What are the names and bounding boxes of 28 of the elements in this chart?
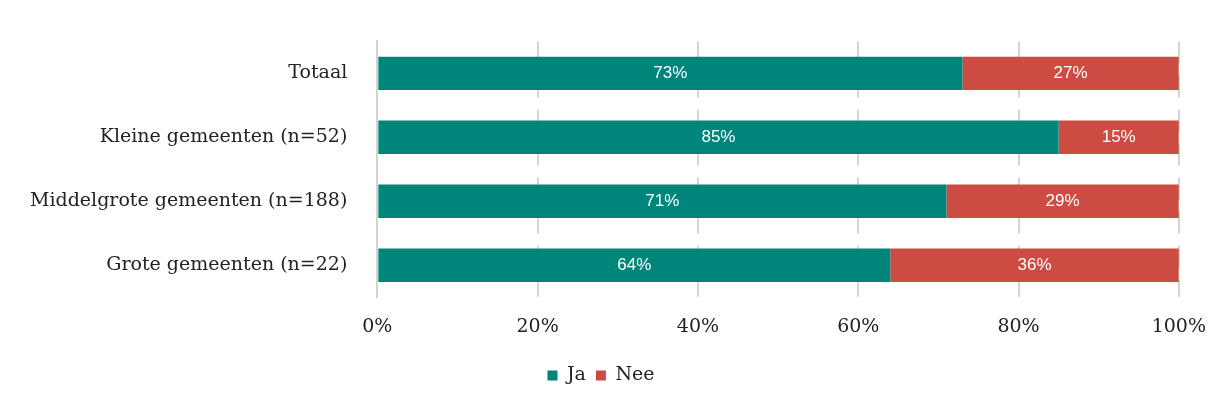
bar — [890, 248, 1179, 282]
data-label: 85% — [701, 127, 736, 147]
y-tick-label: Grote gemeenten (n=22) — [106, 252, 348, 275]
legend-label: Ja — [564, 362, 586, 385]
x-tick-label: 20% — [516, 313, 559, 336]
bar — [378, 248, 891, 282]
data-label: 29% — [1045, 190, 1080, 210]
x-tick-label: 100% — [1151, 313, 1206, 336]
x-tick-label: 60% — [837, 313, 880, 336]
x-tick-label: 40% — [676, 313, 720, 336]
bar — [378, 184, 947, 218]
legend-label: Nee — [615, 362, 655, 385]
x-tick-label: 80% — [997, 313, 1040, 336]
x-tick-label: 0% — [362, 313, 393, 336]
bar — [946, 184, 1179, 218]
data-label: 64% — [617, 254, 652, 274]
data-label: 27% — [1053, 63, 1088, 83]
bar — [378, 120, 1059, 155]
data-label: 36% — [1017, 254, 1052, 274]
y-tick-label: Middelgrote gemeenten (n=188) — [29, 188, 348, 211]
data-label: 71% — [645, 190, 680, 210]
bar — [378, 56, 963, 91]
y-tick-label: Kleine gemeenten (n=52) — [99, 124, 348, 147]
data-label: 15% — [1101, 127, 1136, 147]
bar — [1058, 120, 1179, 155]
data-label: 73% — [653, 63, 688, 83]
bar — [962, 56, 1179, 91]
y-tick-label: Totaal — [288, 60, 348, 83]
